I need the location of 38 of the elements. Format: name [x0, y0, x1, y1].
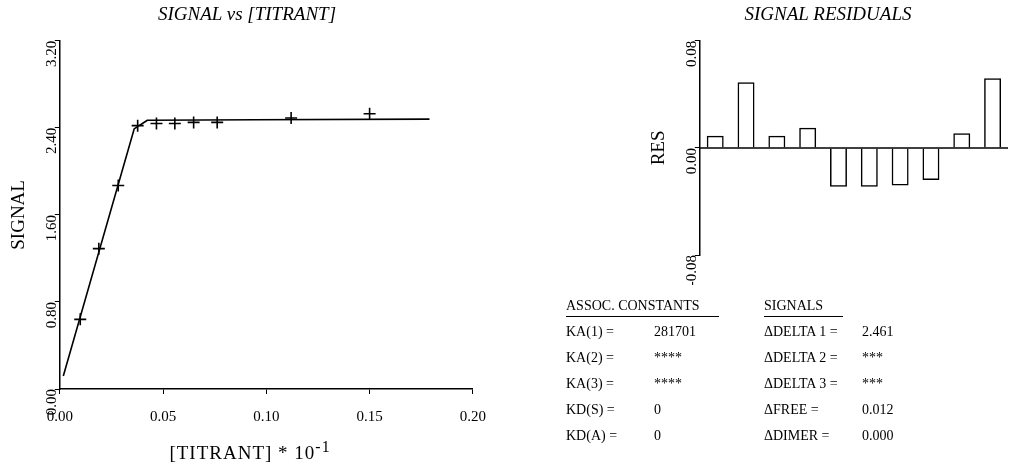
y-tick-label: 0.08 — [682, 40, 699, 68]
x-tick-label: 0.20 — [459, 407, 486, 424]
y-axis-title: SIGNAL — [7, 180, 29, 250]
x-tick-label: 0.10 — [253, 407, 280, 424]
x-tick-label: 0.15 — [356, 407, 383, 424]
text: 281701 — [654, 324, 697, 341]
text: KA(3) = — [566, 376, 615, 393]
text: 0 — [654, 402, 662, 419]
text: 0.012 — [862, 402, 895, 419]
text: ΔDELTA 1 = — [764, 324, 839, 341]
text: KD(S) = — [566, 402, 616, 419]
y-tick-label: 1.60 — [42, 214, 59, 242]
text: 0.000 — [862, 428, 895, 445]
text: ΔDELTA 3 = — [764, 376, 839, 393]
text: 0 — [654, 428, 662, 445]
y-tick-label: 3.20 — [42, 40, 59, 68]
y-tick-label: 0.00 — [682, 147, 699, 175]
text: 2.461 — [862, 324, 895, 341]
y-tick-label: 0.80 — [42, 301, 59, 329]
text: **** — [654, 350, 683, 367]
text: *** — [862, 350, 884, 367]
chart-title: SIGNAL RESIDUALS — [744, 3, 912, 25]
y-axis-title: RES — [647, 130, 669, 166]
text: KA(1) = — [566, 324, 615, 341]
text: ΔFREE = — [764, 402, 820, 419]
y-tick-label: 2.40 — [42, 127, 59, 155]
text: KD(A) = — [566, 428, 619, 445]
text: ΔDIMER = — [764, 428, 831, 445]
text: SIGNALS — [764, 298, 844, 317]
text: KA(2) = — [566, 350, 615, 367]
chart-title: SIGNAL vs [TITRANT] — [157, 3, 337, 25]
text: ΔDELTA 2 = — [764, 350, 839, 367]
y-tick-label: -0.08 — [682, 255, 699, 287]
text: *** — [862, 376, 884, 393]
x-tick-label: 0.05 — [149, 407, 177, 424]
text: ASSOC. CONSTANTS — [566, 298, 720, 317]
x-axis-title: [TITRANT] * 10$^{-1}$ — [168, 438, 332, 465]
text: **** — [654, 376, 683, 393]
